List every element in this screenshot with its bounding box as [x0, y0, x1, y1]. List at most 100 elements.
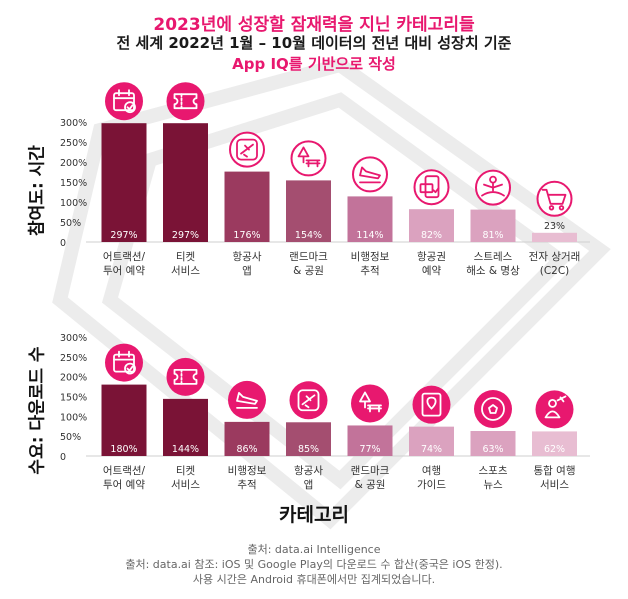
x-tick-label: 통합 여행 — [534, 465, 576, 477]
x-tick-label: & 공원 — [293, 265, 324, 277]
x-tick-label: 항공권 — [417, 251, 446, 263]
y-tick-label: 250% — [60, 138, 87, 149]
bar — [101, 123, 147, 242]
x-tick-label: 서비스 — [171, 479, 200, 491]
bar — [101, 384, 147, 456]
x-tick-label: 스트레스 — [474, 251, 513, 263]
x-tick-label: 앱 — [304, 479, 314, 491]
bar — [224, 421, 270, 456]
x-tick-label: 추적 — [360, 265, 379, 277]
data-label: 144% — [172, 444, 199, 455]
x-tick-label: & 공원 — [355, 479, 386, 491]
x-tick-label: 추적 — [237, 479, 256, 491]
y-tick-label: 200% — [60, 373, 87, 384]
category-icon-badge — [535, 390, 574, 429]
data-label: 23% — [544, 221, 565, 232]
x-tick-label: 항공사 — [233, 251, 262, 263]
data-label: 86% — [236, 444, 257, 455]
category-icon-badge — [412, 385, 451, 424]
x-tick-label: 투어 예약 — [103, 478, 145, 491]
y-tick-label: 50% — [60, 218, 81, 229]
y-tick-label: 100% — [60, 412, 87, 423]
bar — [532, 431, 577, 456]
y-tick-label: 250% — [60, 353, 87, 364]
soccer-ball-icon — [481, 397, 505, 421]
y-tick-label: 150% — [60, 178, 87, 189]
footer-source: 출처: data.ai Intelligence — [247, 543, 381, 556]
y-tick-label: 0 — [60, 452, 66, 463]
x-tick-label: 어트랙션/ — [103, 251, 146, 263]
category-icon-badge — [166, 357, 205, 396]
bar — [409, 209, 454, 242]
y-tick-label: 100% — [60, 198, 87, 209]
tree-bench-icon — [297, 146, 321, 168]
data-label: 297% — [172, 230, 199, 241]
bar — [286, 422, 331, 456]
x-tick-label: 항공사 — [294, 465, 323, 477]
x-tick-label: 랜드마크 — [351, 465, 390, 477]
data-label: 180% — [110, 444, 137, 455]
data-label: 154% — [295, 230, 322, 241]
data-label: 81% — [482, 230, 503, 241]
y-tick-label: 50% — [60, 432, 81, 443]
bar — [163, 123, 208, 242]
data-label: 77% — [359, 444, 380, 455]
x-tick-label: 투어 예약 — [103, 264, 145, 277]
category-icon-badge — [105, 343, 143, 382]
y-tick-label: 0 — [60, 238, 66, 249]
x-tick-label: 전자 상거래 — [529, 251, 581, 263]
data-label: 176% — [233, 230, 260, 241]
bar — [347, 425, 393, 456]
x-tick-label: 티켓 — [176, 465, 196, 477]
x-tick-label: 비행정보 — [228, 465, 267, 477]
ticket-phone-icon — [419, 175, 440, 199]
ticket-icon — [173, 93, 198, 110]
calendar-check-icon — [113, 350, 136, 375]
chart-title: 2023년에 성장할 잠재력을 지닌 카테고리들 — [153, 15, 475, 35]
data-label: 85% — [298, 444, 319, 455]
x-tick-label: (C2C) — [540, 265, 570, 277]
footer-notes-2: 사용 시간은 Android 휴대폰에서만 집계되었습니다. — [192, 573, 436, 586]
airplane-icon — [297, 389, 320, 412]
bar — [163, 398, 208, 456]
bar — [347, 196, 393, 242]
x-tick-label: 뉴스 — [483, 479, 503, 491]
x-tick-label: 가이드 — [417, 479, 446, 491]
shopping-cart-icon — [541, 188, 567, 211]
x-tick-label: 어트랙션/ — [103, 465, 146, 477]
y-tick-label: 300% — [60, 333, 87, 344]
bar — [532, 232, 577, 242]
chart-note: App IQ를 기반으로 작성 — [232, 55, 396, 73]
plane-landing-icon — [236, 391, 258, 409]
tree-bench-icon — [359, 391, 382, 413]
x-tick-label: 티켓 — [176, 251, 196, 263]
x-axis-title: 카테고리 — [279, 504, 349, 526]
data-label: 114% — [356, 230, 383, 241]
x-tick-label: 앱 — [242, 265, 252, 277]
y-tick-label: 200% — [60, 158, 87, 169]
x-tick-label: 여행 — [422, 465, 441, 477]
data-label: 74% — [421, 444, 442, 455]
category-icon-badge — [413, 169, 450, 206]
ticket-icon — [173, 368, 198, 385]
data-label: 62% — [544, 444, 565, 455]
bar — [224, 171, 270, 242]
bar — [409, 426, 454, 456]
x-tick-label: 서비스 — [171, 265, 200, 277]
x-tick-label: 스포츠 — [479, 465, 508, 477]
data-label: 82% — [421, 230, 442, 241]
y-tick-label: 150% — [60, 393, 87, 404]
bar — [470, 209, 516, 242]
category-icon-badge — [474, 390, 512, 429]
category-icon-badge — [228, 380, 266, 419]
y-tick-label: 300% — [60, 118, 87, 129]
calendar-check-icon — [113, 89, 136, 114]
travel-agent-icon — [544, 395, 567, 419]
footer-notes: 출처: data.ai 참조: iOS 및 Google Play의 다운로드 … — [125, 558, 503, 571]
category-icon-badge — [351, 384, 389, 423]
map-guide-icon — [421, 392, 442, 417]
category-icon-badge — [166, 82, 205, 121]
x-tick-label: 비행정보 — [351, 251, 390, 263]
